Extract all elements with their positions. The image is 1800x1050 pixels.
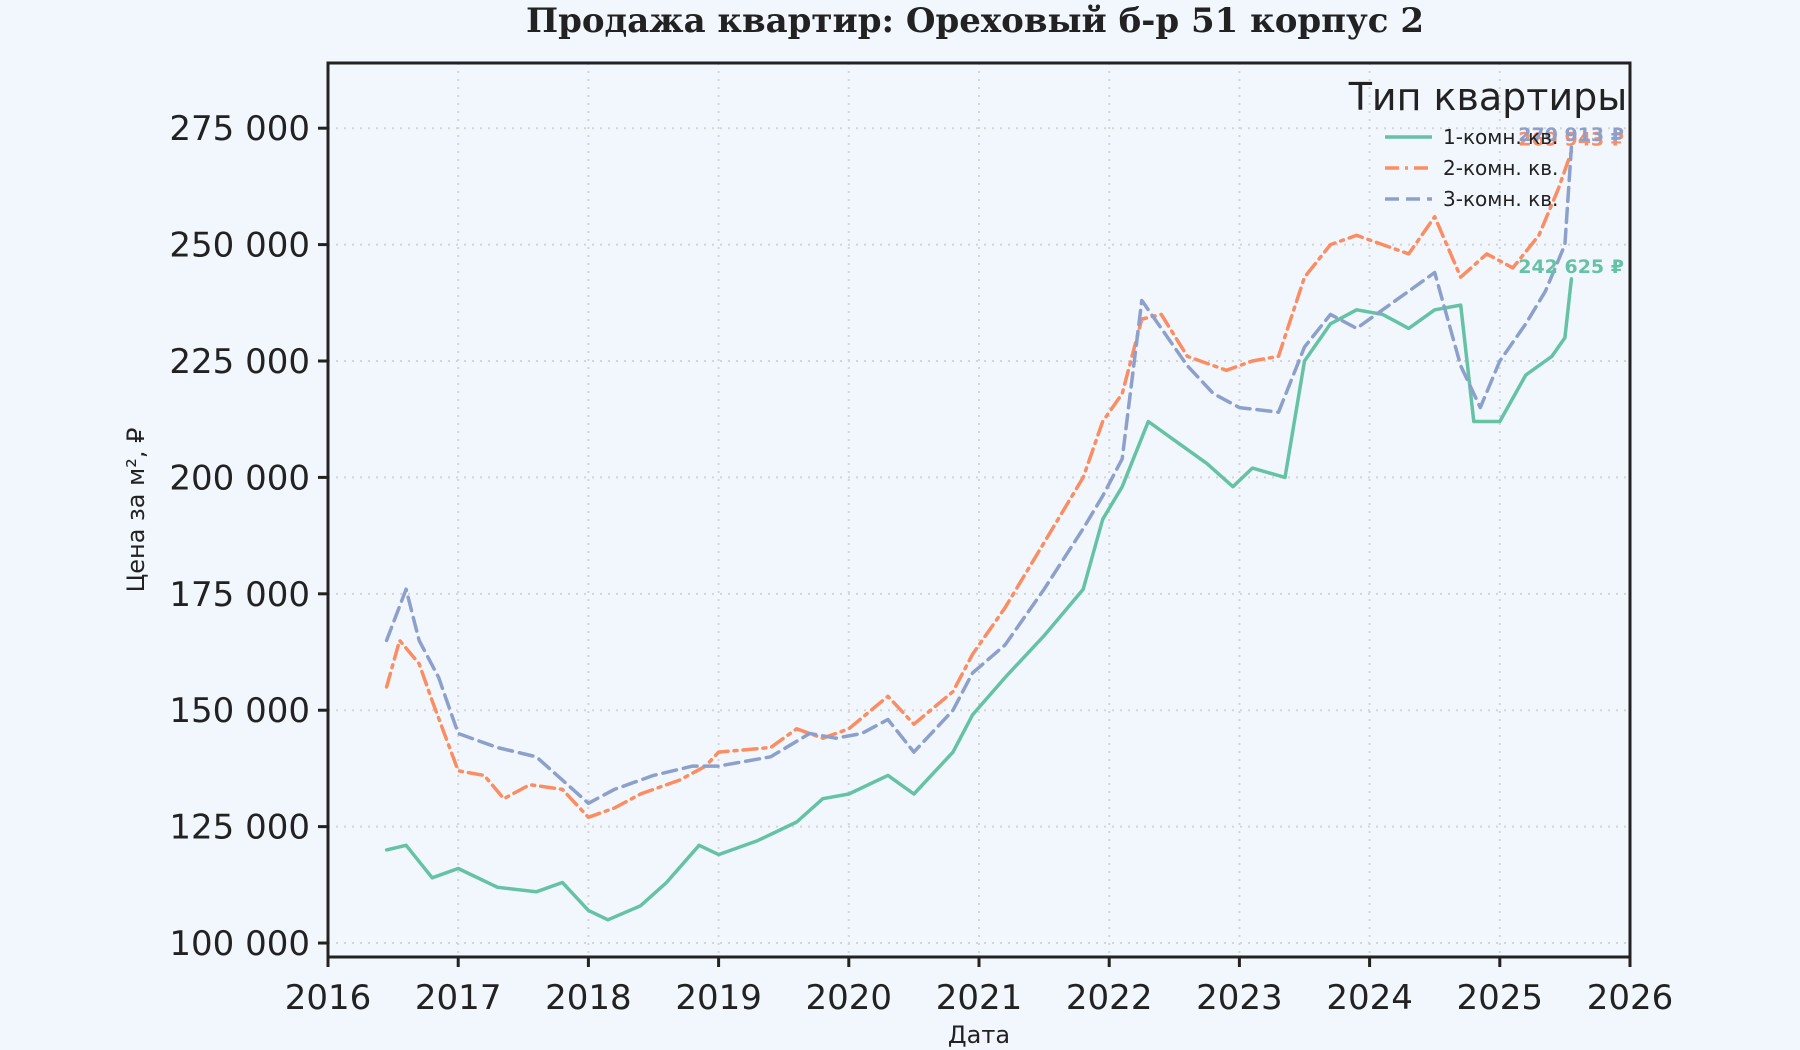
- y-tick-label: 250 000: [169, 226, 310, 266]
- x-tick-label: 2023: [1196, 978, 1283, 1018]
- y-tick-label: 125 000: [169, 808, 310, 848]
- gridlines: [327, 63, 1631, 957]
- x-axis-label: Дата: [948, 1021, 1010, 1049]
- x-tick-label: 2016: [285, 978, 372, 1018]
- y-tick-label: 275 000: [169, 109, 310, 149]
- y-tick-label: 150 000: [169, 691, 310, 731]
- x-tick-label: 2018: [545, 978, 632, 1018]
- x-axis-ticks: 2016 2017 2018 2019 2020 2021 2022 2023 2024 2025…: [285, 957, 1674, 1018]
- series-line-1: [384, 277, 1574, 922]
- legend-label-2: 2-комн. кв.: [1443, 156, 1558, 180]
- legend-label-1: 1-комн. кв.: [1443, 125, 1558, 149]
- end-value-labels: 242 625 ₽ 269 943 ₽270 913 ₽: [1518, 124, 1624, 278]
- x-tick-label: 2022: [1066, 978, 1153, 1018]
- y-axis-label: Цена за м², ₽: [122, 428, 150, 593]
- y-tick-label: 200 000: [169, 458, 310, 498]
- chart-title: Продажа квартир: Ореховый б-р 51 корпус …: [526, 1, 1424, 41]
- x-tick-label: 2020: [806, 978, 893, 1018]
- legend-title: Тип квартиры: [1348, 75, 1628, 119]
- y-tick-label: 225 000: [169, 342, 310, 382]
- x-tick-label: 2021: [936, 978, 1023, 1018]
- end-label-series-3: 270 913 ₽: [1518, 124, 1624, 146]
- plot-frame: [326, 61, 1632, 959]
- end-label-series-1: 242 625 ₽: [1518, 256, 1624, 278]
- x-tick-label: 2026: [1587, 978, 1674, 1018]
- legend: Тип квартиры 1-комн. кв. 2-комн. кв. 3-ком…: [1348, 75, 1628, 211]
- y-axis-ticks: 100 000 125 000 150 000 175 000 200 000 225 0…: [169, 109, 328, 964]
- x-tick-label: 2019: [675, 978, 762, 1018]
- y-tick-label: 100 000: [169, 924, 310, 964]
- series-line-3: [384, 145, 1574, 806]
- x-tick-label: 2017: [415, 978, 502, 1018]
- legend-label-3: 3-комн. кв.: [1443, 187, 1558, 211]
- end-label-series-2: 269 943 ₽: [1518, 129, 1624, 151]
- x-tick-label: 2025: [1457, 978, 1544, 1018]
- y-tick-label: 175 000: [169, 575, 310, 615]
- series-lines: [384, 145, 1574, 922]
- series-line-2: [384, 149, 1574, 820]
- x-tick-label: 2024: [1326, 978, 1413, 1018]
